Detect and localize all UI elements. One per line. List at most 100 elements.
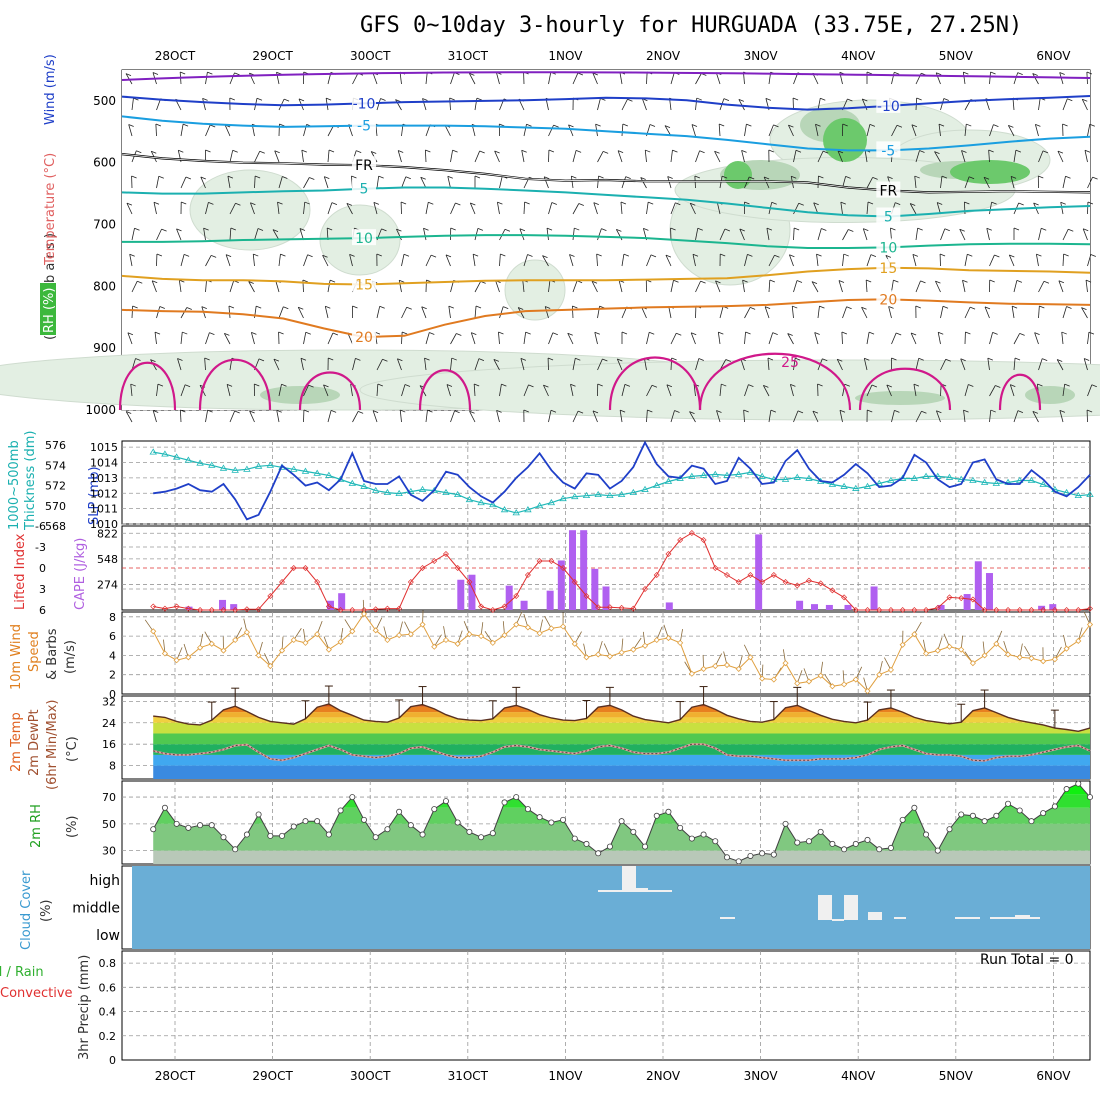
barb-1-12 (422, 98, 427, 111)
cape-bar-11 (568, 530, 576, 610)
barb-tip-2-29 (842, 123, 848, 127)
barb-tip-11-8 (328, 357, 334, 361)
cape-bar-17 (796, 600, 804, 610)
barb-tip-0-2 (180, 71, 186, 75)
barb-tip-7-8 (322, 254, 328, 258)
barb-3-27 (793, 150, 797, 163)
barb-tip-4-30 (872, 177, 878, 180)
cape-tick-1: 548 (97, 553, 118, 566)
barb-12-34 (964, 384, 969, 397)
li-point-44 (665, 551, 672, 557)
barb-13-5 (249, 410, 255, 423)
barb-9-12 (421, 306, 427, 319)
barb-6-38 (1062, 229, 1069, 241)
barb-tip-10-20 (621, 331, 628, 335)
barb-tip-8-34 (962, 279, 968, 283)
wind-point-25 (442, 636, 450, 644)
barb-tip-11-17 (547, 357, 554, 361)
barb-tip-3-2 (178, 149, 184, 153)
barb-10-15 (498, 332, 500, 345)
barb-tip-2-6 (279, 123, 285, 127)
date-top-2: 30OCT (350, 49, 391, 63)
barb-tip-13-25 (743, 409, 749, 413)
barb-tip-7-17 (542, 255, 548, 258)
thickness-point-48 (711, 470, 719, 477)
barb-11-30 (863, 358, 868, 371)
barb-tip-7-1 (156, 253, 163, 257)
barb-0-17 (548, 72, 552, 85)
barb-tip-5-11 (400, 201, 407, 205)
barb-tip-3-10 (371, 151, 377, 154)
li-point-41 (630, 605, 637, 612)
date-axis-top: 28OCT 29OCT 30OCT 31OCT 1NOV 2NOV 3NOV 4NOV 5NOV… (155, 49, 1071, 63)
barb-7-39 (1087, 254, 1092, 267)
thickness-point-66 (922, 472, 930, 479)
barb-3-39 (1084, 150, 1088, 163)
barb-tip-4-31 (887, 176, 893, 180)
barb-10-30 (866, 332, 870, 345)
barb-9-37 (1038, 306, 1040, 319)
barb-10-37 (1034, 332, 1039, 345)
rh-point-6 (220, 834, 227, 841)
wind-point-14 (314, 631, 321, 638)
thickness-point-30 (500, 506, 509, 513)
barb-tip-13-21 (647, 409, 653, 413)
barb-1-39 (1081, 99, 1088, 111)
rh-point-75 (1028, 818, 1035, 825)
barb-tip-3-38 (1057, 150, 1064, 154)
barb-tip-3-32 (919, 150, 925, 153)
barb-tip-4-36 (1010, 175, 1017, 179)
barb-tip-5-23 (690, 202, 696, 206)
rh-axis-labels: 2m RH (%) (29, 804, 80, 848)
barb-tip-5-32 (910, 203, 916, 206)
wind-barb-22 (404, 621, 412, 635)
barb-8-3 (205, 280, 207, 293)
barb-tip-0-33 (936, 72, 942, 76)
barb-tip-9-6 (283, 306, 289, 310)
contour-label-bg-4-1 (876, 238, 901, 255)
barb-tip-8-35 (989, 279, 995, 283)
barb-tip-12-37 (1037, 383, 1043, 387)
barb-tip-3-12 (425, 149, 431, 153)
barb-6-11 (396, 228, 402, 241)
barb-tip-2-16 (526, 123, 532, 127)
barb-tip-7-23 (692, 253, 699, 257)
thick-tick-2: 572 (45, 480, 66, 493)
wind-point-20 (384, 636, 391, 644)
rh-point-32 (524, 806, 531, 813)
barb-tip-9-2 (186, 307, 192, 310)
barb-2-33 (938, 124, 941, 137)
thickness-point-20 (383, 488, 392, 496)
barb-3-24 (714, 151, 721, 163)
barb-tip-10-17 (552, 332, 558, 336)
barb-tip-8-8 (329, 279, 336, 283)
barb-tip-11-32 (918, 357, 924, 361)
barb-7-16 (523, 254, 528, 267)
barb-4-21 (640, 177, 647, 189)
barb-tip-1-33 (943, 98, 949, 101)
barb-11-36 (1013, 358, 1016, 371)
li-point-51 (747, 572, 754, 578)
barb-tip-3-24 (714, 150, 720, 154)
barb-tip-3-23 (699, 150, 705, 154)
barb-tip-9-35 (984, 306, 991, 310)
thickness-point-54 (781, 475, 790, 482)
wind-point-44 (665, 634, 672, 642)
li-point-0 (150, 603, 157, 610)
barb-tip-11-38 (1057, 359, 1063, 362)
thickness-point-70 (969, 476, 977, 483)
barb-tip-12-22 (666, 384, 673, 388)
thickness-point-23 (418, 485, 427, 492)
barb-9-38 (1062, 306, 1067, 319)
thickness-point-36 (571, 492, 579, 500)
rh-point-12 (290, 823, 297, 830)
wind-point-16 (337, 638, 344, 645)
barb-tip-13-13 (454, 410, 460, 414)
thickness-point-26 (453, 490, 462, 498)
barb-12-35 (989, 385, 996, 397)
barb-10-14 (470, 332, 476, 345)
barb-12-6 (278, 384, 282, 397)
li-point-17 (349, 607, 356, 613)
barb-4-25 (744, 176, 750, 189)
rh-point-43 (653, 812, 660, 819)
